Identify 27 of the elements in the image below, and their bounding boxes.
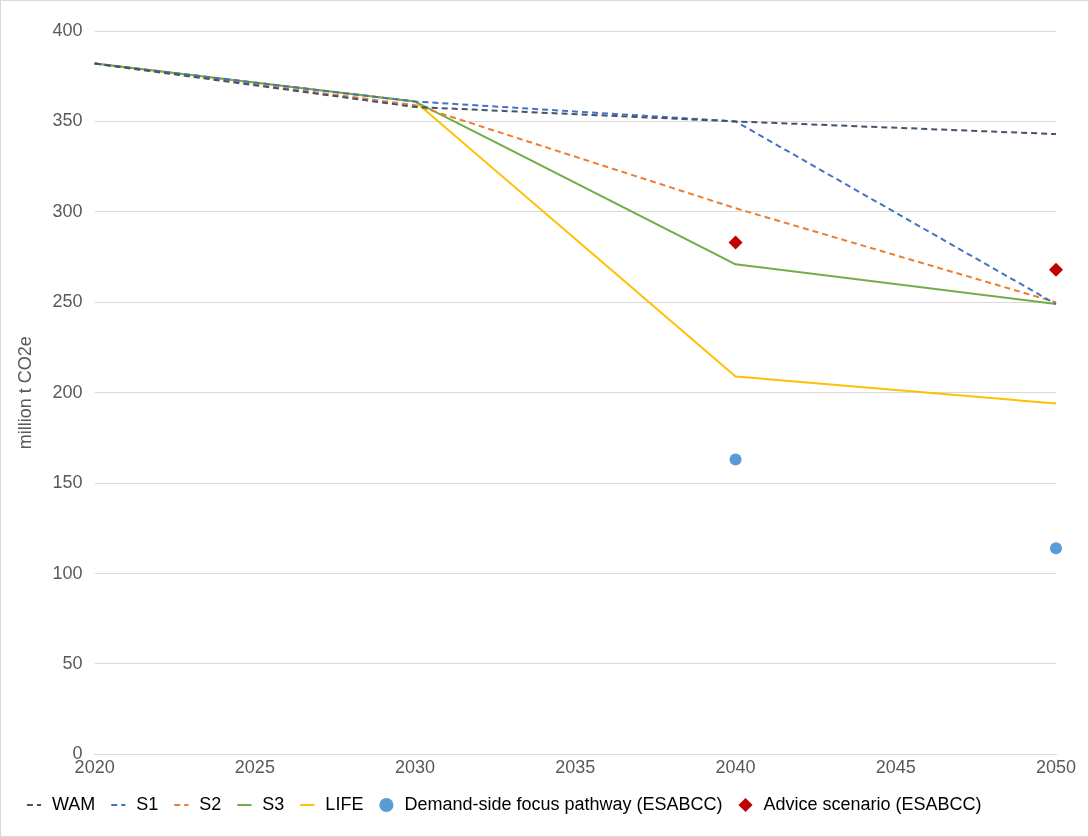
point (1049, 262, 1063, 277)
legend-label: WAM (52, 793, 96, 814)
legend-label: LIFE (325, 793, 364, 814)
x-tick-label: 2035 (555, 757, 596, 778)
y-tick-label: 200 (52, 381, 83, 402)
y-tick-label: 50 (62, 652, 83, 673)
line-series (93, 62, 1057, 136)
y-tick-label: 250 (52, 291, 83, 312)
legend-label: S3 (262, 793, 285, 814)
legend-label: Demand-side focus pathway (ESABCC) (404, 793, 723, 814)
x-tick-label: 2045 (875, 757, 916, 778)
point (728, 235, 743, 250)
legend-label: S2 (199, 793, 222, 814)
x-tick-label: 2050 (1035, 757, 1077, 778)
x-tick-label: 2030 (395, 757, 436, 778)
y-axis-title: million t CO2e (14, 336, 35, 450)
x-tick-label: 2025 (234, 757, 275, 778)
point (1050, 542, 1062, 555)
y-tick-label: 300 (52, 200, 83, 221)
legend-label: S1 (136, 793, 159, 814)
y-tick-label: 400 (52, 19, 83, 40)
y-tick-label: 150 (52, 472, 83, 493)
point (729, 453, 742, 466)
legend-label: Advice scenario (ESABCC) (763, 793, 982, 814)
y-tick-label: 350 (52, 110, 83, 131)
y-tick-label: 100 (52, 562, 83, 583)
x-tick-label: 2040 (715, 757, 756, 778)
